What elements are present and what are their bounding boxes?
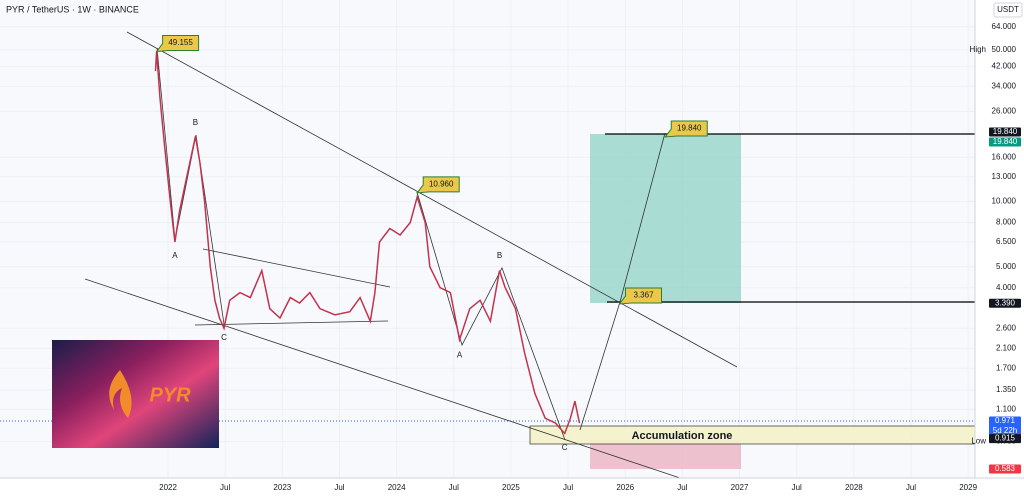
price-tag <box>989 127 1021 137</box>
currency: USDT <box>997 5 1019 14</box>
wave-path <box>156 47 225 325</box>
x-tick-label: 2028 <box>845 483 863 492</box>
x-tick-label: Jul <box>563 483 573 492</box>
y-tick-label: 1.100 <box>996 404 1017 413</box>
y-tick-label: 2.100 <box>996 343 1017 352</box>
price-tag-label: 0.971 <box>995 416 1016 425</box>
price-tag <box>989 434 1021 444</box>
logo-icon <box>109 370 132 418</box>
wave-path <box>416 191 566 441</box>
price-tag-label: 0.583 <box>995 464 1016 473</box>
y-tick-label: 26.000 <box>992 107 1017 116</box>
upper-trendline <box>126 31 738 368</box>
x-tick-label: 2024 <box>388 483 406 492</box>
y-axis-panel <box>975 0 1024 498</box>
x-tick-label: Jul <box>677 483 687 492</box>
y-tick-label: 10.000 <box>992 197 1017 206</box>
y-tick-label: 6.500 <box>996 237 1017 246</box>
zone-label: Accumulation zone <box>632 430 733 442</box>
x-tick-label: 2022 <box>159 483 177 492</box>
x-tick-label: 2025 <box>502 483 520 492</box>
price-line <box>154 51 581 435</box>
currency-box <box>993 2 1023 18</box>
callout-label: 3.367 <box>634 291 655 300</box>
price-tag-label: 19.840 <box>993 127 1018 136</box>
x-tick-label: Jul <box>334 483 344 492</box>
logo <box>52 340 219 448</box>
stop-zone <box>590 440 741 469</box>
chart-title: PYR / TetherUS · 1W · BINANCE <box>6 4 139 14</box>
lower-trendline <box>84 278 681 479</box>
y-tick-label: 42.000 <box>992 61 1017 70</box>
y-tick-label: 4.000 <box>996 283 1017 292</box>
y-tick-label: 64.000 <box>992 22 1017 31</box>
triangle-top <box>202 248 391 288</box>
grid <box>0 420 975 422</box>
price-tag-label: 19.840 <box>993 137 1018 146</box>
y-tick-label: 13.000 <box>992 172 1017 181</box>
x-tick-label: 2026 <box>616 483 634 492</box>
accumulation-zone <box>529 425 1024 445</box>
x-tick-label: Jul <box>906 483 916 492</box>
y-tick-label: 50.000 <box>992 45 1017 54</box>
callout: 19.840 <box>664 120 708 138</box>
callout-label: 49.155 <box>168 38 193 47</box>
axis-note: High <box>970 45 986 54</box>
wave-label: C <box>562 443 568 452</box>
price-tag <box>989 416 1021 437</box>
y-tick-label: 16.000 <box>992 152 1017 161</box>
callout: 3.367 <box>618 287 663 305</box>
callout-box <box>664 120 708 138</box>
x-tick-label: Jul <box>792 483 802 492</box>
x-tick-label: 2029 <box>959 483 977 492</box>
price-tag <box>989 137 1021 147</box>
target-zone <box>590 134 741 303</box>
callout-label: 19.840 <box>677 124 702 133</box>
callout-box <box>416 176 460 194</box>
plot: A B C A B C 49.155 10.960 19.840 3.367 <box>154 35 708 452</box>
axes: 64.000 50.000 42.000 34.000 26.000 16.000 13.0… <box>159 22 1021 492</box>
price-tag <box>989 464 1021 474</box>
triangle-bottom <box>194 320 389 326</box>
price-tag-label: 3.390 <box>995 298 1016 307</box>
x-axis-panel <box>0 478 1024 498</box>
trendlines <box>84 31 738 479</box>
callout-box <box>155 35 200 53</box>
price-tag <box>989 298 1021 308</box>
x-tick-label: 2023 <box>273 483 291 492</box>
price-tag-sub: 5d 22h <box>993 426 1017 435</box>
y-tick-label: 2.600 <box>996 323 1017 332</box>
wave-label: A <box>457 350 463 359</box>
callout: 49.155 <box>155 35 200 53</box>
y-tick-label: 5.000 <box>996 262 1017 271</box>
callout-label: 10.960 <box>429 179 454 188</box>
price-tag-label: 0.915 <box>995 434 1016 443</box>
wave-label: A <box>172 251 178 260</box>
wave-label: B <box>497 251 502 260</box>
y-tick-label: 1.350 <box>996 385 1017 394</box>
y-tick-label: 34.000 <box>992 81 1017 90</box>
wave-label: C <box>221 333 227 342</box>
callout-box <box>618 287 663 305</box>
y-tick-label: 1.700 <box>996 363 1017 372</box>
x-tick-label: Jul <box>449 483 459 492</box>
axis-note: Low <box>971 437 986 446</box>
wave-label: B <box>193 118 198 127</box>
x-tick-label: 2027 <box>731 483 749 492</box>
x-tick-label: Jul <box>220 483 230 492</box>
projection-path <box>579 132 666 431</box>
callout: 10.960 <box>416 176 460 194</box>
y-tick-label: 8.000 <box>996 218 1017 227</box>
logo-text: PYR <box>149 384 191 406</box>
